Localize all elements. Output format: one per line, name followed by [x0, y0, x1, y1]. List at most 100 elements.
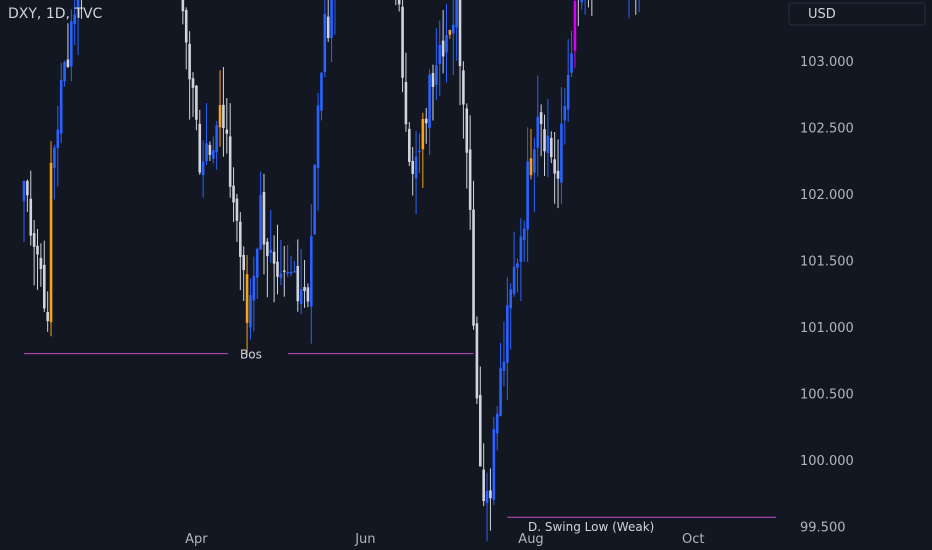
candle [53, 144, 56, 200]
candle [475, 316, 479, 405]
candle-body [526, 161, 529, 230]
candle [512, 231, 516, 297]
candle [266, 238, 269, 298]
candle [549, 131, 553, 164]
candle [546, 99, 550, 178]
candle-body [482, 469, 485, 502]
candle [485, 472, 489, 542]
candle-body [215, 125, 218, 153]
candle [570, 30, 573, 77]
candle [56, 105, 60, 187]
candle [472, 180, 475, 330]
candle-body [512, 266, 516, 294]
candle [222, 66, 225, 157]
candle-body [201, 161, 205, 176]
candle [76, 0, 80, 56]
price-tick-label: 101.000 [800, 321, 854, 336]
candle [66, 23, 70, 69]
candle [282, 245, 286, 297]
candle-body [26, 181, 29, 196]
price-tick-label: 101.500 [800, 255, 854, 270]
candle-body [59, 80, 63, 134]
candle-body [421, 119, 425, 150]
candle-body [228, 136, 232, 187]
candle [455, 0, 458, 61]
candle [421, 112, 425, 189]
candle [296, 239, 300, 312]
candle-body [296, 265, 300, 302]
candle [59, 62, 63, 144]
candle-body [404, 81, 408, 125]
candle [269, 210, 273, 263]
candle-body [539, 112, 543, 125]
candle-body [330, 0, 333, 39]
candle [225, 98, 229, 154]
time-tick-label: Aug [518, 532, 543, 547]
candle-body [326, 16, 330, 39]
candle [539, 104, 543, 157]
candle-body [492, 429, 496, 500]
candle [431, 64, 435, 121]
candle [462, 61, 465, 139]
candle-body [479, 395, 482, 467]
candle [184, 7, 188, 70]
candle-body [76, 0, 80, 18]
candle [482, 443, 485, 507]
candle-body [316, 105, 320, 169]
candle [638, 0, 640, 12]
currency-label: USD [808, 7, 836, 22]
candle-body [198, 123, 202, 173]
candle [435, 28, 438, 100]
candle-body [418, 150, 421, 153]
candle-body [408, 128, 411, 162]
candle [397, 0, 401, 12]
candle-body [286, 271, 289, 274]
candle [252, 256, 256, 332]
time-tick-label: Apr [185, 532, 208, 547]
candle [495, 406, 499, 451]
candle-body [563, 106, 567, 121]
candle [49, 141, 53, 337]
candle-body [306, 287, 310, 302]
candle [573, 0, 577, 68]
candle-body [438, 44, 442, 64]
candle [276, 224, 279, 295]
price-axis: 103.000 102.500 102.000 101.500 101.000 100.5… [800, 55, 854, 536]
candle-body [468, 149, 472, 210]
candle [560, 87, 563, 205]
swing-low-label: D. Swing Low (Weak) [528, 520, 654, 534]
candle-body [279, 273, 283, 278]
candle-body [428, 74, 431, 128]
candle-body [39, 257, 43, 270]
currency-button[interactable]: USD [788, 2, 926, 26]
candle-body [272, 251, 276, 264]
candle-body [462, 70, 465, 105]
candle [279, 239, 283, 286]
candle [563, 88, 567, 145]
candle-body [570, 53, 573, 73]
candle [63, 60, 66, 87]
candles-layer [22, 0, 640, 542]
candle-body [458, 0, 462, 67]
candle [445, 4, 448, 83]
candle-body [239, 221, 242, 257]
candle-body [188, 43, 191, 80]
candle-body [529, 158, 533, 176]
candle-body [533, 149, 536, 173]
price-tick-label: 99.500 [800, 521, 846, 536]
candle [201, 140, 205, 198]
candle-body [181, 0, 185, 12]
candle-body [543, 129, 546, 152]
candle-body [549, 137, 553, 158]
candle-body [46, 311, 49, 322]
candle [566, 39, 570, 122]
candle-body [262, 191, 266, 245]
time-tick-label: Jun [354, 532, 375, 547]
candle [208, 141, 212, 161]
candle [533, 137, 536, 213]
candle [239, 212, 242, 291]
candle-body [320, 72, 323, 111]
